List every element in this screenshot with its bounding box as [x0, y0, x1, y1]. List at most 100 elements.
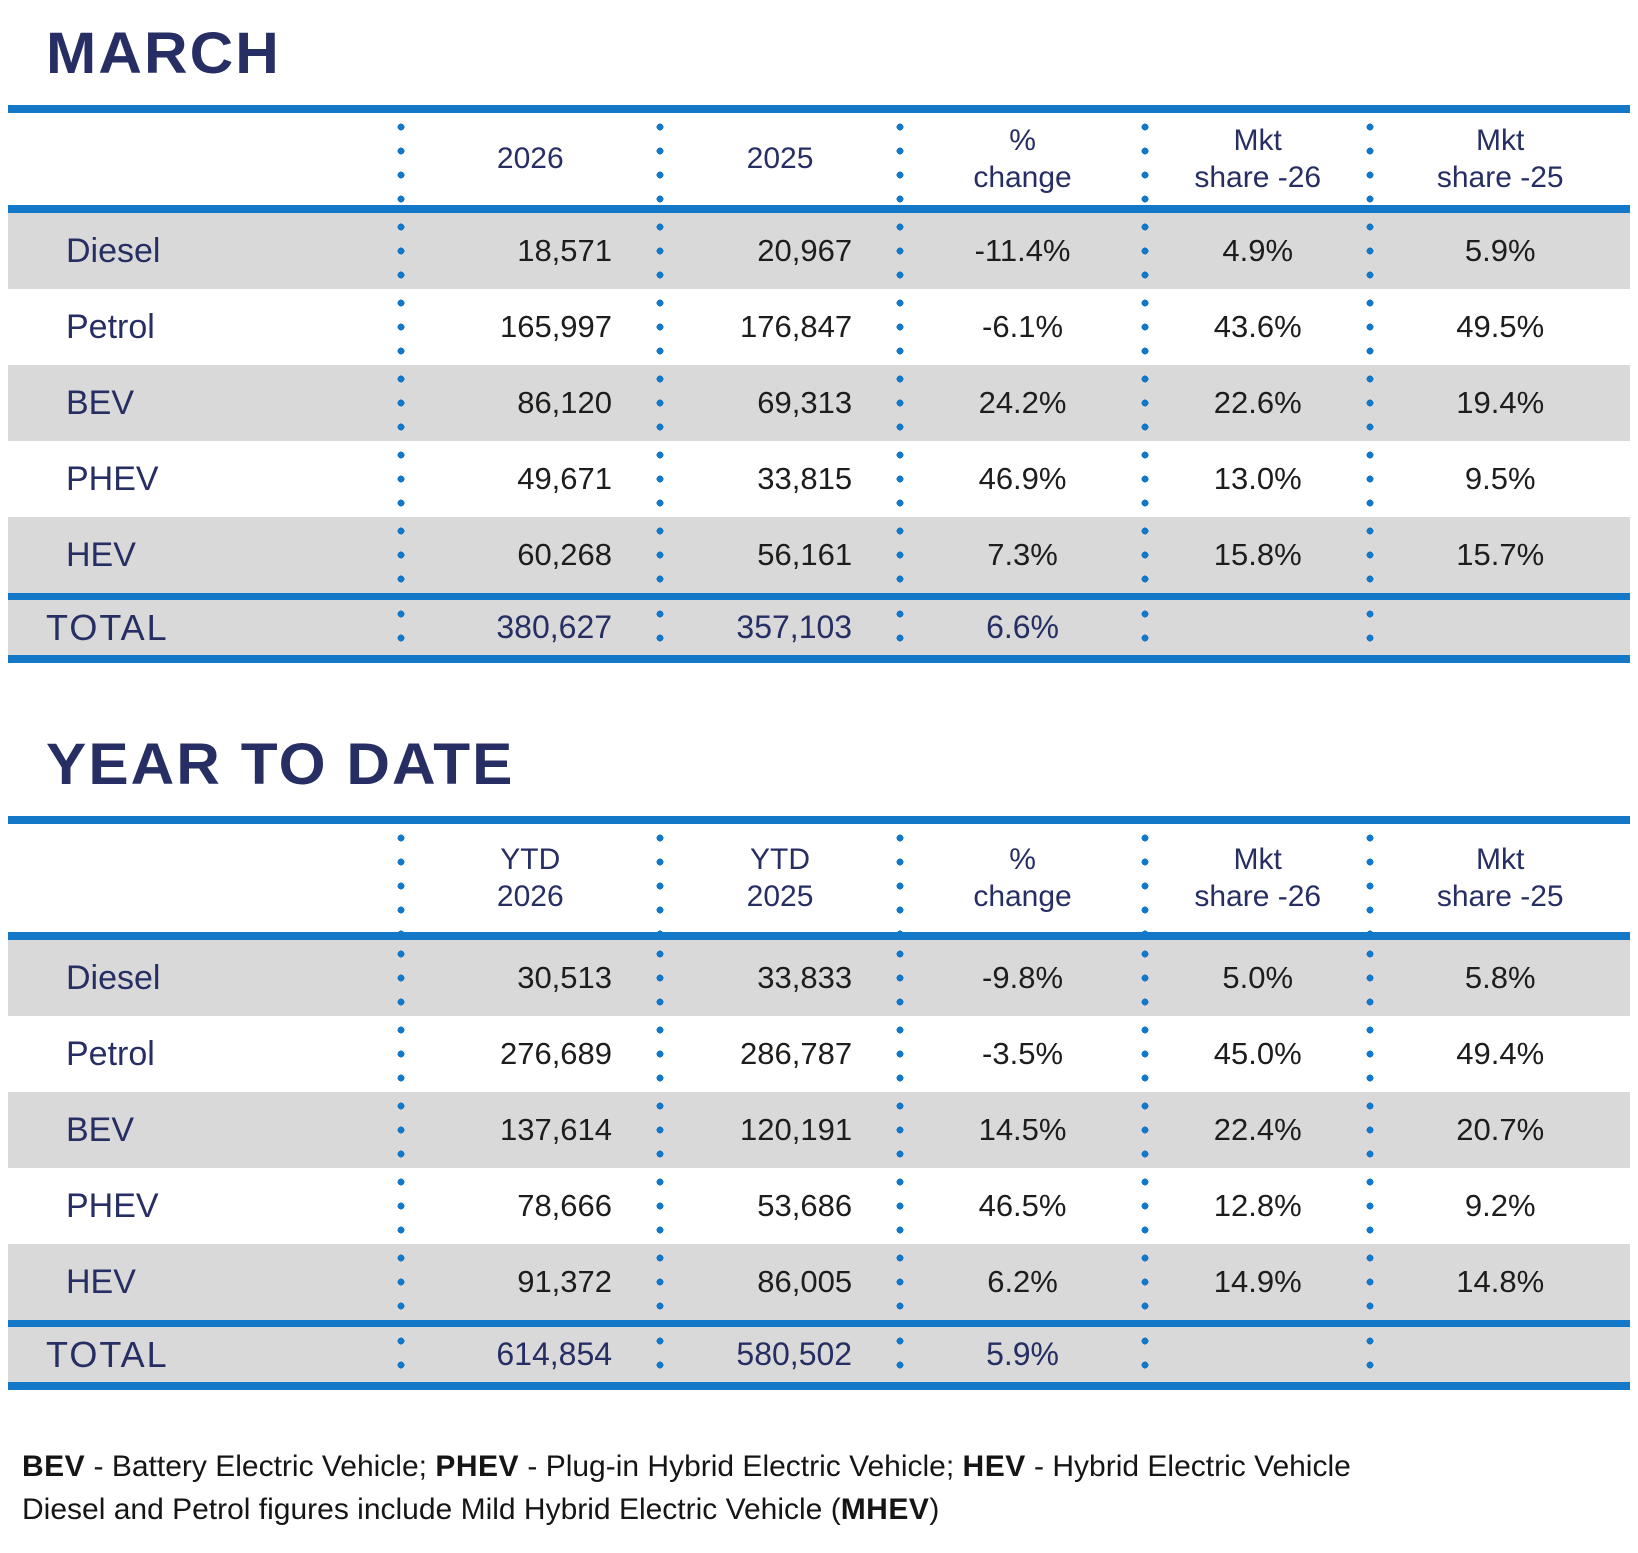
footnote-line-1: BEV - Battery Electric Vehicle; PHEV - P… [22, 1446, 1630, 1489]
value-mkt-share-26: 13.0% [1140, 441, 1370, 517]
value-ytd-2026: 78,666 [396, 1168, 661, 1244]
header-fuel-type [8, 824, 401, 932]
value-mkt-share-25: 49.5% [1366, 289, 1630, 365]
value-pct-change: -11.4% [896, 213, 1145, 289]
value-mkt-share-26: 4.9% [1140, 213, 1370, 289]
table-row-phev: PHEV 78,666 53,686 46.5% 12.8% 9.2% [8, 1168, 1630, 1244]
value-pct-change: 46.9% [896, 441, 1145, 517]
value-2026: 18,571 [396, 213, 661, 289]
value-2026: 60,268 [396, 517, 661, 593]
value-mkt-share-25: 9.5% [1366, 441, 1630, 517]
header-mkt-share-25: Mkt share -25 [1366, 113, 1630, 205]
total-label: TOTAL [46, 1333, 169, 1375]
footnote-mhev-abbr: MHEV [840, 1492, 930, 1526]
row-label: PHEV [66, 459, 159, 498]
header-2026: 2026 [396, 113, 661, 205]
value-ytd-2026: 276,689 [396, 1016, 661, 1092]
footnote-bev-text: - Battery Electric Vehicle; [85, 1450, 436, 1483]
table-row-petrol: Petrol 276,689 286,787 -3.5% 45.0% 49.4% [8, 1016, 1630, 1092]
row-label: BEV [66, 1110, 135, 1149]
header-2025: 2025 [656, 113, 900, 205]
row-label: Petrol [66, 307, 155, 346]
header-pct-change: % change [896, 113, 1145, 205]
value-ytd-2025: 120,191 [656, 1092, 900, 1168]
table-row-diesel: Diesel 18,571 20,967 -11.4% 4.9% 5.9% [8, 213, 1630, 289]
value-2025: 69,313 [656, 365, 900, 441]
header-mkt-share-25: Mkt share -25 [1366, 824, 1630, 932]
march-table: 2026 2025 % change Mkt share -26 Mkt sha… [8, 105, 1630, 663]
header-fuel-type [8, 113, 401, 205]
value-2026: 49,671 [396, 441, 661, 517]
value-mkt-share-25: 5.8% [1366, 940, 1630, 1016]
value-mkt-share-26: 22.4% [1140, 1092, 1370, 1168]
value-ytd-2025: 53,686 [656, 1168, 900, 1244]
value-pct-change: 6.2% [896, 1244, 1145, 1320]
footnote-mhev-close: ) [929, 1492, 940, 1526]
value-mkt-share-26: 45.0% [1140, 1016, 1370, 1092]
footnote-hev-text: - Hybrid Electric Vehicle [1025, 1450, 1351, 1483]
header-mkt-share-26: Mkt share -26 [1140, 824, 1370, 932]
value-mkt-share-26: 12.8% [1140, 1168, 1370, 1244]
row-label: HEV [66, 1262, 136, 1301]
header-ytd-2025: YTD 2025 [656, 824, 900, 932]
value-mkt-share-26: 22.6% [1140, 365, 1370, 441]
value-mkt-share-25: 14.8% [1366, 1244, 1630, 1320]
value-pct-change: -9.8% [896, 940, 1145, 1016]
header-mkt-share-26: Mkt share -26 [1140, 113, 1370, 205]
value-2025: 33,815 [656, 441, 900, 517]
section-spacer [8, 673, 1630, 725]
table-row-hev: HEV 60,268 56,161 7.3% 15.8% 15.7% [8, 517, 1630, 593]
value-mkt-share-25: 20.7% [1366, 1092, 1630, 1168]
value-mkt-share-25: 49.4% [1366, 1016, 1630, 1092]
row-label: Diesel [66, 231, 161, 270]
value-ytd-2026: 30,513 [396, 940, 661, 1016]
footnote-legend: BEV - Battery Electric Vehicle; PHEV - P… [22, 1446, 1630, 1531]
value-pct-change: 46.5% [896, 1168, 1145, 1244]
value-mkt-share-26: 43.6% [1140, 289, 1370, 365]
table-row-diesel: Diesel 30,513 33,833 -9.8% 5.0% 5.8% [8, 940, 1630, 1016]
value-mkt-share-26: 5.0% [1140, 940, 1370, 1016]
footnote-phev-text: - Plug-in Hybrid Electric Vehicle; [519, 1450, 963, 1483]
value-pct-change: -3.5% [896, 1016, 1145, 1092]
total-mkt-share-26 [1140, 1327, 1370, 1382]
table-row-total: TOTAL 614,854 580,502 5.9% [8, 1320, 1630, 1390]
value-ytd-2025: 33,833 [656, 940, 900, 1016]
footnote-mhev-text: Diesel and Petrol figures include Mild H… [22, 1492, 841, 1526]
value-pct-change: 14.5% [896, 1092, 1145, 1168]
table-row-petrol: Petrol 165,997 176,847 -6.1% 43.6% 49.5% [8, 289, 1630, 365]
section-title-ytd: YEAR TO DATE [46, 732, 515, 797]
value-mkt-share-26: 14.9% [1140, 1244, 1370, 1320]
table-row-bev: BEV 137,614 120,191 14.5% 22.4% 20.7% [8, 1092, 1630, 1168]
total-mkt-share-25 [1366, 600, 1630, 655]
total-mkt-share-26 [1140, 600, 1370, 655]
footnote-phev-abbr: PHEV [435, 1450, 520, 1483]
value-mkt-share-26: 15.8% [1140, 517, 1370, 593]
total-2025: 357,103 [656, 600, 900, 655]
row-label: Diesel [66, 958, 161, 997]
value-2025: 20,967 [656, 213, 900, 289]
value-2025: 176,847 [656, 289, 900, 365]
table-row-hev: HEV 91,372 86,005 6.2% 14.9% 14.8% [8, 1244, 1630, 1320]
row-label: HEV [66, 535, 136, 574]
footnote-hev-abbr: HEV [962, 1450, 1026, 1483]
ytd-header-row: YTD 2026 YTD 2025 % change Mkt share -26… [8, 824, 1630, 940]
table-row-total: TOTAL 380,627 357,103 6.6% [8, 593, 1630, 663]
value-ytd-2025: 86,005 [656, 1244, 900, 1320]
section-title-march: MARCH [46, 21, 281, 86]
value-pct-change: 24.2% [896, 365, 1145, 441]
row-label: Petrol [66, 1034, 155, 1073]
total-pct-change: 5.9% [896, 1327, 1145, 1382]
header-pct-change: % change [896, 824, 1145, 932]
value-mkt-share-25: 5.9% [1366, 213, 1630, 289]
value-ytd-2025: 286,787 [656, 1016, 900, 1092]
value-ytd-2026: 137,614 [396, 1092, 661, 1168]
total-pct-change: 6.6% [896, 600, 1145, 655]
value-mkt-share-25: 19.4% [1366, 365, 1630, 441]
total-2026: 380,627 [396, 600, 661, 655]
value-ytd-2026: 91,372 [396, 1244, 661, 1320]
value-mkt-share-25: 9.2% [1366, 1168, 1630, 1244]
value-2025: 56,161 [656, 517, 900, 593]
value-pct-change: 7.3% [896, 517, 1145, 593]
footnote-line-2: Diesel and Petrol figures include Mild H… [22, 1489, 1630, 1532]
